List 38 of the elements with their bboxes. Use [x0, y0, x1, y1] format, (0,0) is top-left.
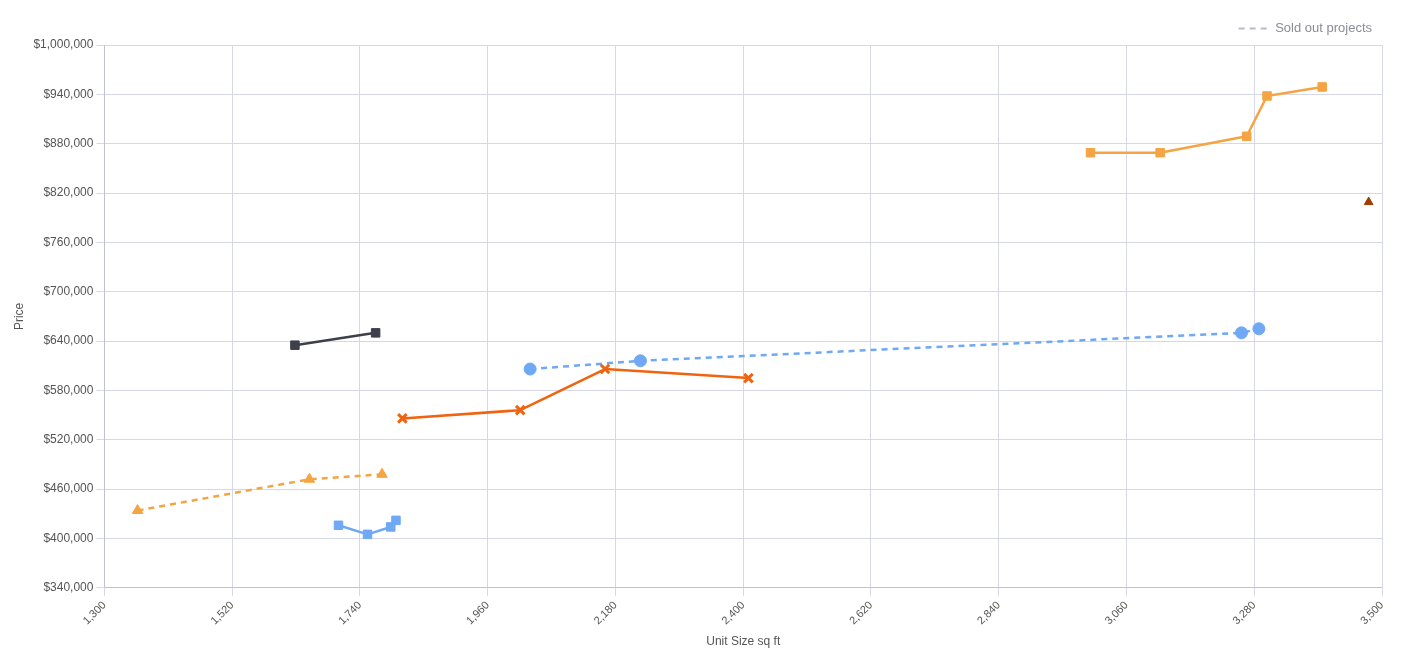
point	[303, 472, 316, 483]
point	[391, 515, 401, 526]
point	[333, 520, 344, 531]
y-tick-label: $760,000	[43, 234, 94, 249]
point	[633, 354, 647, 368]
point	[370, 328, 381, 338]
point	[290, 340, 300, 350]
y-tick-label: $940,000	[43, 86, 94, 101]
point	[514, 404, 526, 416]
point	[523, 362, 537, 376]
point	[1085, 148, 1096, 158]
point	[386, 522, 396, 532]
y-tick-label: $460,000	[43, 481, 94, 496]
y-tick-label: $640,000	[43, 333, 94, 348]
legend-label: Sold out projects	[1275, 20, 1373, 36]
y-tick-label: $700,000	[43, 284, 94, 299]
y-tick-label: $520,000	[43, 432, 94, 447]
y-tick-label: $580,000	[43, 382, 94, 397]
point	[1262, 91, 1272, 101]
point	[742, 372, 755, 384]
point	[1363, 196, 1374, 206]
point	[131, 503, 144, 514]
point	[1241, 131, 1252, 142]
y-axis-title: Price	[11, 302, 26, 331]
point	[599, 363, 611, 375]
point	[362, 529, 373, 540]
point	[1317, 82, 1327, 92]
y-tick-label: $820,000	[43, 185, 94, 200]
point	[1234, 326, 1248, 340]
x-axis-title: Unit Size sq ft	[706, 634, 781, 649]
point	[1252, 322, 1266, 336]
y-tick-label: $1,000,000	[33, 37, 94, 52]
y-tick-label: $880,000	[43, 136, 94, 150]
y-tick-label: $340,000	[43, 580, 94, 595]
point	[396, 412, 409, 425]
point	[1155, 148, 1165, 158]
y-tick-label: $400,000	[43, 530, 94, 545]
point	[376, 467, 388, 478]
